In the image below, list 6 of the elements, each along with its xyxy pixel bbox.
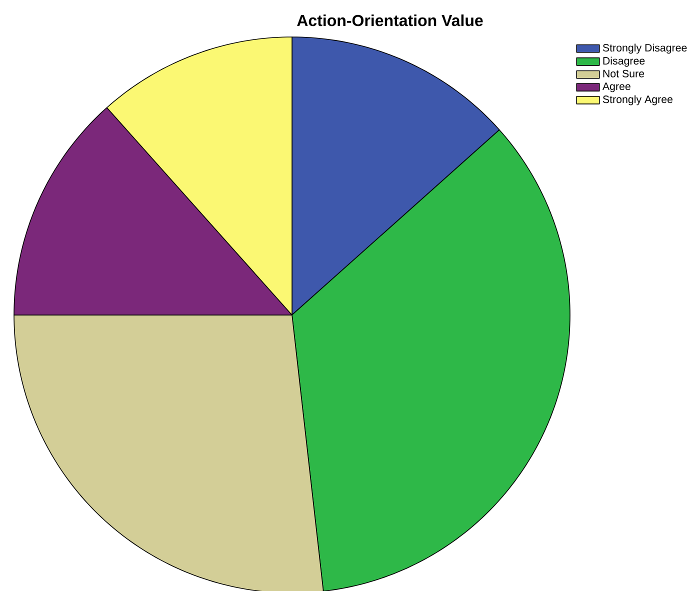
legend-label: Agree <box>602 82 630 92</box>
legend-label: Not Sure <box>603 70 644 78</box>
legend-label: Strongly Agree <box>602 95 673 106</box>
legend-label: Strongly Disagree <box>602 44 687 54</box>
chart-title: Action-Orientation Value <box>297 14 483 26</box>
legend-label: Disagree <box>603 56 645 67</box>
